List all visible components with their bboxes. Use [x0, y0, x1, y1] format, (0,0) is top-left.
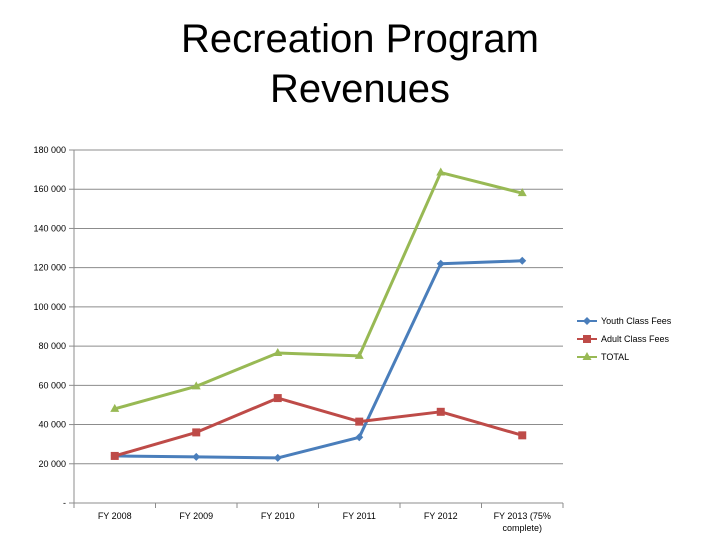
data-point-square	[583, 335, 591, 343]
data-point-square	[273, 394, 282, 403]
y-tick-label: 160 000	[33, 184, 66, 194]
data-point-triangle	[582, 352, 592, 360]
legend-label: Adult Class Fees	[601, 334, 670, 344]
data-point-triangle	[191, 381, 201, 390]
y-tick-label: 140 000	[33, 223, 66, 233]
x-tick-label: FY 2012	[424, 511, 458, 521]
y-tick-label: 120 000	[33, 263, 66, 273]
legend-label: TOTAL	[601, 352, 629, 362]
data-point-triangle	[436, 167, 446, 176]
data-point-triangle	[110, 403, 120, 412]
legend-label: Youth Class Fees	[601, 316, 672, 326]
x-tick-label: FY 2008	[98, 511, 132, 521]
x-tick-label: FY 2009	[179, 511, 213, 521]
y-tick-label: 20 000	[38, 459, 66, 469]
data-point-diamond	[355, 433, 364, 442]
data-point-square	[436, 407, 445, 416]
series-line	[114, 396, 523, 458]
y-tick-label: 100 000	[33, 302, 66, 312]
slide-title-line2: Revenues	[269, 67, 451, 111]
y-tick-label: 40 000	[38, 420, 66, 430]
x-tick-label: complete)	[502, 523, 542, 533]
series-line	[114, 259, 523, 460]
x-tick-label: FY 2013 (75%	[494, 511, 551, 521]
y-tick-label: 80 000	[38, 341, 66, 351]
data-point-triangle	[354, 350, 364, 359]
data-point-square	[192, 428, 201, 437]
data-point-square	[518, 431, 527, 440]
data-point-diamond	[192, 452, 201, 461]
x-tick-label: FY 2010	[261, 511, 295, 521]
data-point-diamond	[518, 256, 527, 265]
data-point-triangle	[273, 347, 283, 356]
series-line	[114, 171, 523, 411]
data-point-diamond	[273, 453, 282, 462]
data-point-square	[355, 417, 364, 426]
data-point-diamond	[436, 259, 445, 268]
slide-title: Recreation Program Revenues	[0, 14, 720, 114]
x-tick-label: FY 2011	[343, 511, 376, 521]
data-point-diamond	[583, 317, 591, 325]
data-point-square	[110, 451, 119, 460]
y-tick-label: 60 000	[38, 380, 66, 390]
slide-title-line1: Recreation Program	[181, 17, 539, 61]
y-tick-label: 180 000	[33, 145, 66, 155]
y-tick-label: -	[63, 498, 66, 508]
data-point-triangle	[517, 188, 527, 197]
